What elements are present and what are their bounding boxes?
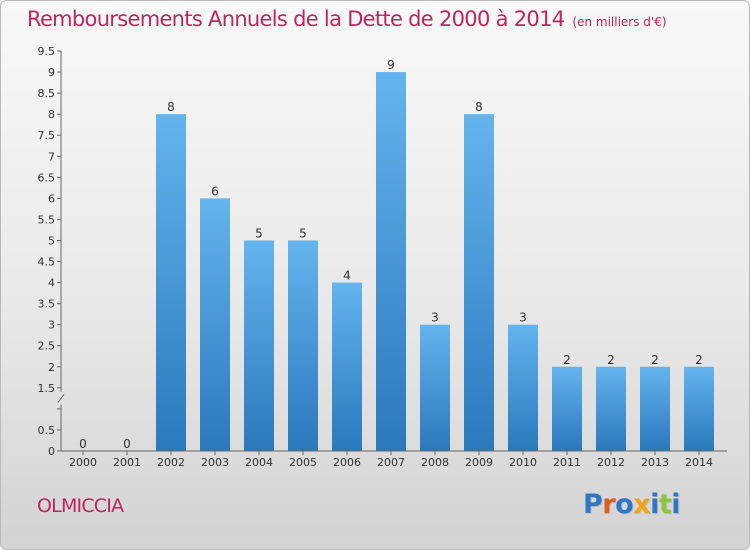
- bar-value-label: 5: [299, 226, 307, 240]
- bar: [332, 282, 362, 451]
- bar: [156, 114, 186, 451]
- proxiti-logo[interactable]: Proxiti: [583, 489, 681, 520]
- bar-value-label: 2: [607, 353, 615, 367]
- y-tick-label: 7.5: [38, 129, 56, 142]
- y-tick-label: 4.5: [38, 256, 56, 269]
- y-tick-label: 0.5: [38, 424, 56, 437]
- x-tick-label: 2014: [685, 456, 713, 469]
- bar-value-label: 0: [123, 437, 131, 451]
- y-tick-label: 3: [48, 319, 55, 332]
- axis-break-mark: [57, 394, 65, 403]
- bar: [376, 72, 406, 451]
- bar: [640, 366, 670, 451]
- logo-letter: t: [658, 489, 672, 520]
- bar-value-label: 6: [211, 184, 219, 198]
- bar-value-label: 3: [519, 311, 527, 325]
- x-tick-label: 2009: [465, 456, 493, 469]
- x-tick-label: 2013: [641, 456, 669, 469]
- bars: 0 0 8 6 5 5 4 9 3 8 3 2 2 2 2: [79, 58, 714, 451]
- y-tick-label: 2.5: [38, 340, 56, 353]
- logo-letter: i: [671, 489, 681, 520]
- y-tick-label: 5.5: [38, 213, 56, 226]
- y-tick-label: 0: [48, 445, 55, 458]
- x-tick-label: 2003: [201, 456, 229, 469]
- x-tick-label: 2004: [245, 456, 273, 469]
- chart-title: Remboursements Annuels de la Dette de 20…: [27, 7, 667, 31]
- y-tick-label: 8: [48, 108, 55, 121]
- bar: [684, 366, 714, 451]
- logo-letter: i: [650, 489, 659, 520]
- x-tick-label: 2010: [509, 456, 537, 469]
- x-tick-label: 2011: [553, 456, 581, 469]
- bar: [420, 324, 450, 451]
- bar-value-label: 8: [167, 100, 175, 114]
- bar: [552, 366, 582, 451]
- x-tick-label: 2001: [113, 456, 141, 469]
- bar: [596, 366, 626, 451]
- x-tick-label: 2007: [377, 456, 405, 469]
- bar: [464, 114, 494, 451]
- y-axis: 0 0.5 1.5 2 2.5 3 3.5 4 4.5 5 5.5 6 6.5 7 7.5 8 8.5 9 9.5: [38, 45, 65, 458]
- y-tick-label: 9.5: [38, 45, 56, 58]
- bar-value-label: 5: [255, 226, 263, 240]
- commune-name: OLMICCIA: [37, 495, 124, 517]
- bar-value-label: 2: [651, 353, 659, 367]
- bar-value-label: 8: [475, 100, 483, 114]
- y-tick-label: 6: [48, 192, 55, 205]
- y-tick-label: 9: [48, 66, 55, 79]
- y-tick-label: 8.5: [38, 87, 56, 100]
- bar-value-label: 3: [431, 311, 439, 325]
- bar-value-label: 2: [695, 353, 703, 367]
- x-axis: 2000 2001 2002 2003 2004 2005 2006 2007 2008 2009…: [61, 450, 727, 469]
- bar-value-label: 9: [387, 58, 395, 72]
- logo-letter: P: [583, 489, 603, 520]
- y-tick-label: 6.5: [38, 171, 56, 184]
- bar: [200, 198, 230, 451]
- y-tick-label: 7: [48, 150, 55, 163]
- logo-letter: r: [602, 489, 616, 520]
- bar-value-label: 0: [79, 437, 87, 451]
- y-tick-label: 3.5: [38, 298, 56, 311]
- logo-letter: o: [615, 489, 634, 520]
- y-tick-label: 1.5: [38, 382, 56, 395]
- y-tick-label: 5: [48, 234, 55, 247]
- bar-value-label: 2: [563, 353, 571, 367]
- bar: [244, 240, 274, 451]
- bar-value-label: 4: [343, 269, 351, 283]
- chart-subtitle: (en milliers d'€): [572, 15, 667, 29]
- y-tick-label: 2: [48, 361, 55, 374]
- y-tick-label: 4: [48, 277, 55, 290]
- x-tick-label: 2012: [597, 456, 625, 469]
- chart-title-text: Remboursements Annuels de la Dette de 20…: [27, 7, 565, 31]
- bar: [288, 240, 318, 451]
- x-tick-label: 2008: [421, 456, 449, 469]
- x-tick-label: 2006: [333, 456, 361, 469]
- x-tick-label: 2002: [157, 456, 185, 469]
- logo-letter: x: [633, 489, 651, 520]
- bar: [508, 324, 538, 451]
- x-tick-label: 2005: [289, 456, 317, 469]
- x-tick-label: 2000: [69, 456, 97, 469]
